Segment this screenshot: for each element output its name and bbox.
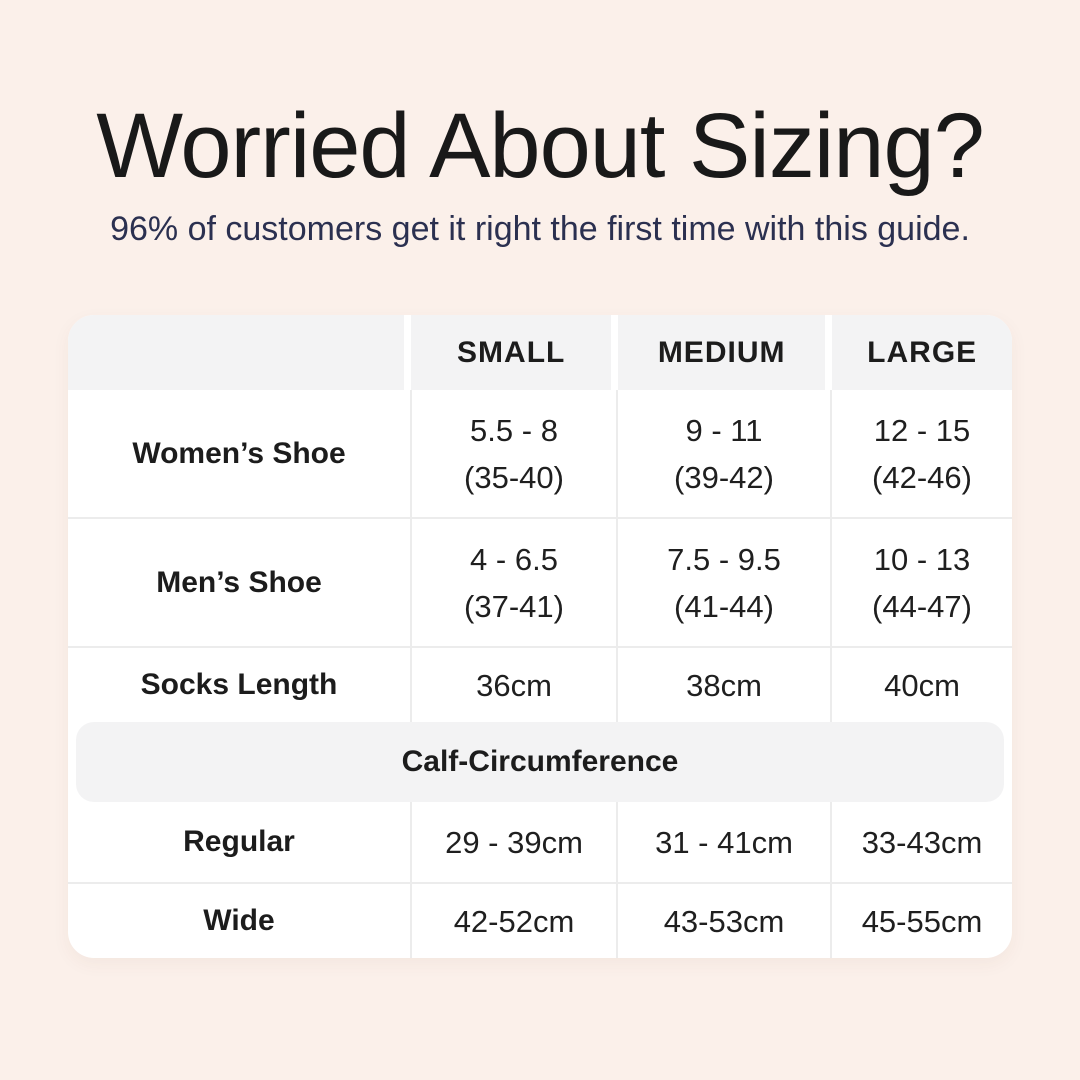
cell-regular-large: 33-43cm — [830, 802, 1012, 882]
cell-value: 33-43cm — [861, 824, 983, 860]
table-header-row: SMALL MEDIUM LARGE — [68, 315, 1012, 390]
row-label-wide: Wide — [203, 904, 275, 937]
page-subtitle: 96% of customers get it right the first … — [110, 210, 970, 248]
cell-value: 43-53cm — [663, 903, 785, 939]
header-cell-large: LARGE — [832, 315, 1012, 390]
cell-value: 38cm — [686, 667, 762, 703]
page-title: Worried About Sizing? — [96, 95, 985, 197]
cell-value-eu: (37-41) — [464, 588, 564, 624]
cell-socks-large: 40cm — [830, 648, 1012, 722]
cell-value: 45-55cm — [861, 903, 983, 939]
header-cell-medium: MEDIUM — [617, 315, 826, 390]
cell-value: 31 - 41cm — [655, 824, 793, 860]
cell-value-eu: (42-46) — [872, 459, 972, 495]
cell-wide-medium: 43-53cm — [616, 884, 830, 958]
table-row-socks-length: Socks Length 36cm 38cm 40cm — [68, 648, 1012, 722]
cell-value: 9 - 11 — [685, 412, 763, 448]
cell-mens-large: 10 - 13 (44-47) — [830, 519, 1012, 646]
cell-value: 29 - 39cm — [445, 824, 583, 860]
cell-value: 10 - 13 — [873, 541, 971, 577]
table-row-mens-shoe: Men’s Shoe 4 - 6.5 (37-41) 7.5 - 9.5 (41… — [68, 519, 1012, 648]
cell-wide-small: 42-52cm — [410, 884, 616, 958]
cell-value: 7.5 - 9.5 — [667, 541, 781, 577]
cell-value: 5.5 - 8 — [470, 412, 558, 448]
cell-mens-small: 4 - 6.5 (37-41) — [410, 519, 616, 646]
table-row-womens-shoe: Women’s Shoe 5.5 - 8 (35-40) 9 - 11 (39-… — [68, 390, 1012, 519]
cell-value-eu: (44-47) — [872, 588, 972, 624]
section-band-calf-circumference: Calf-Circumference — [76, 722, 1004, 802]
cell-socks-small: 36cm — [410, 648, 616, 722]
header-cell-empty — [68, 315, 405, 390]
table-row-wide: Wide 42-52cm 43-53cm 45-55cm — [68, 884, 1012, 958]
cell-value-eu: (41-44) — [674, 588, 774, 624]
cell-value: 12 - 15 — [873, 412, 971, 448]
cell-value: 36cm — [476, 667, 552, 703]
row-label-socks-length: Socks Length — [140, 668, 338, 701]
cell-womens-large: 12 - 15 (42-46) — [830, 390, 1012, 517]
row-label-regular: Regular — [183, 825, 295, 858]
cell-socks-medium: 38cm — [616, 648, 830, 722]
table-row-regular: Regular 29 - 39cm 31 - 41cm 33-43cm — [68, 802, 1012, 884]
cell-value: 4 - 6.5 — [470, 541, 558, 577]
row-label-womens-shoe: Women’s Shoe — [132, 436, 346, 470]
cell-value-eu: (39-42) — [674, 459, 774, 495]
cell-womens-small: 5.5 - 8 (35-40) — [410, 390, 616, 517]
sizing-table: SMALL MEDIUM LARGE Women’s Shoe 5.5 - 8 … — [68, 315, 1012, 958]
cell-regular-medium: 31 - 41cm — [616, 802, 830, 882]
cell-value: 40cm — [884, 667, 960, 703]
cell-regular-small: 29 - 39cm — [410, 802, 616, 882]
cell-value: 42-52cm — [453, 903, 575, 939]
row-label-mens-shoe: Men’s Shoe — [156, 565, 322, 599]
cell-mens-medium: 7.5 - 9.5 (41-44) — [616, 519, 830, 646]
header-cell-small: SMALL — [411, 315, 611, 390]
cell-wide-large: 45-55cm — [830, 884, 1012, 958]
cell-womens-medium: 9 - 11 (39-42) — [616, 390, 830, 517]
cell-value-eu: (35-40) — [464, 459, 564, 495]
